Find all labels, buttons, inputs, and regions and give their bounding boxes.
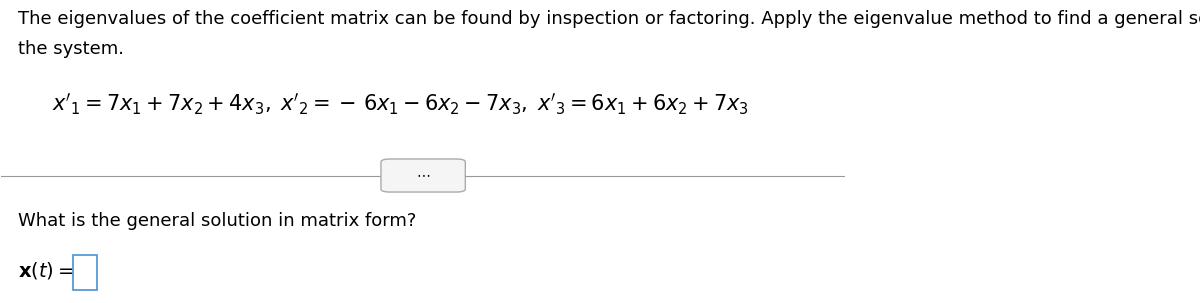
- Text: What is the general solution in matrix form?: What is the general solution in matrix f…: [18, 211, 416, 230]
- Text: the system.: the system.: [18, 40, 125, 58]
- Text: ⋯: ⋯: [416, 168, 430, 182]
- Text: $x'_1 = 7x_1 + 7x_2 + 4x_3,$$\;x'_2 = -\,6x_1 - 6x_2 - 7x_3,$$\;x'_3 = 6x_1 + 6x: $x'_1 = 7x_1 + 7x_2 + 4x_3,$$\;x'_2 = -\…: [52, 92, 749, 117]
- Text: $\mathbf{x}(t) =$: $\mathbf{x}(t) =$: [18, 260, 74, 281]
- FancyBboxPatch shape: [73, 255, 97, 290]
- FancyBboxPatch shape: [380, 159, 466, 192]
- Text: The eigenvalues of the coefficient matrix can be found by inspection or factorin: The eigenvalues of the coefficient matri…: [18, 10, 1200, 28]
